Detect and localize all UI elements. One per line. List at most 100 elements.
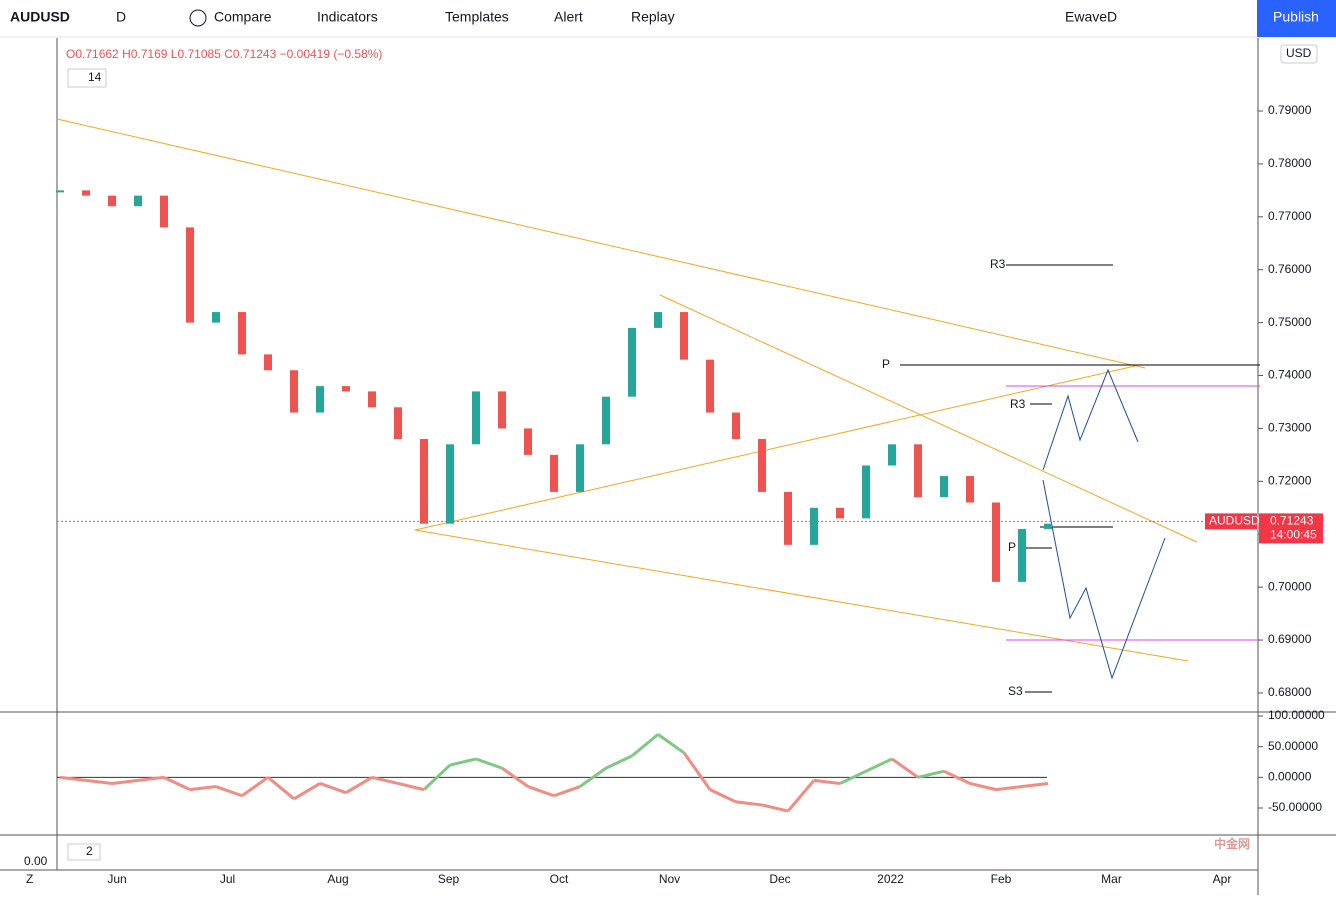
corner-zero: 0.00 — [24, 854, 48, 868]
layout-name[interactable]: EwaveD — [1065, 9, 1117, 25]
candle — [732, 412, 740, 440]
corner-z[interactable]: Z — [26, 872, 33, 886]
candle — [394, 407, 402, 440]
publish[interactable]: Publish — [1273, 9, 1319, 25]
candle — [888, 444, 896, 466]
candle — [56, 190, 64, 193]
oscillator-segment — [657, 733, 685, 755]
study-input-box[interactable] — [67, 68, 107, 88]
candle — [472, 391, 480, 445]
candle — [212, 312, 220, 323]
oscillator-segment — [709, 788, 737, 804]
oscillator-segment — [865, 757, 893, 773]
candle — [758, 439, 766, 492]
symbol[interactable]: AUDUSD — [10, 9, 70, 25]
oscillator-segment — [163, 775, 191, 791]
price-tag-price: 0.71243 — [1270, 514, 1314, 528]
y-tick-label: 0.70000 — [1268, 579, 1312, 593]
indicators[interactable]: Indicators — [317, 9, 378, 25]
y-tick-label: -50.00000 — [1268, 800, 1322, 814]
price-tag-countdown: 14:00:45 — [1270, 528, 1317, 542]
oscillator-segment — [371, 775, 399, 785]
compare[interactable]: Compare — [214, 9, 272, 25]
x-tick-label: Oct — [550, 872, 569, 886]
drawings: R3 P R3 P S3 — [56, 118, 1260, 698]
x-tick-label: Nov — [659, 872, 680, 886]
x-tick-label: 2022 — [877, 872, 904, 886]
oscillator-segment — [59, 775, 87, 782]
oscillator-segment — [761, 803, 789, 813]
candle — [446, 444, 454, 524]
oscillator-segment — [319, 782, 347, 795]
study2-input-box[interactable] — [67, 843, 101, 861]
oscillator-segment — [85, 778, 113, 785]
candle — [134, 195, 142, 207]
pivot-label: R3 — [990, 257, 1006, 271]
ohlc: O0.71662 H0.7169 L0.71085 C0.71243 −0.00… — [66, 47, 382, 61]
x-tick-label: Aug — [327, 872, 348, 886]
alert[interactable]: Alert — [554, 9, 583, 25]
y-tick-label: 0.77000 — [1268, 209, 1312, 223]
oscillator-segment — [735, 800, 763, 807]
candle — [186, 227, 194, 323]
candle — [784, 491, 792, 545]
candle — [706, 359, 714, 413]
candle — [108, 195, 116, 207]
y-tick-label: 0.75000 — [1268, 315, 1312, 329]
oscillator-segment — [786, 779, 816, 813]
candle — [238, 312, 246, 355]
candle — [290, 370, 298, 413]
oscillator-segment — [111, 778, 139, 785]
candle — [602, 396, 610, 445]
oscillator-segment — [813, 778, 841, 785]
candle — [368, 391, 376, 408]
pivot-label: P — [882, 357, 890, 371]
replay[interactable]: Replay — [631, 9, 675, 25]
oscillator-segment — [345, 776, 373, 794]
y-tick-label: 0.76000 — [1268, 262, 1312, 276]
candle — [654, 312, 662, 328]
oscillator-segment — [422, 763, 452, 791]
pivot-label: S3 — [1008, 684, 1023, 698]
y-tick-label: 100.00000 — [1268, 708, 1325, 722]
y-tick-label: 0.73000 — [1268, 421, 1312, 435]
y-tick-label: 50.00000 — [1268, 739, 1318, 753]
candle — [160, 195, 168, 228]
y-tick-label: 0.74000 — [1268, 368, 1312, 382]
oscillator-segment — [579, 766, 607, 788]
currency-box[interactable] — [1280, 44, 1318, 64]
candle — [810, 507, 818, 545]
interval[interactable]: D — [116, 9, 126, 25]
oscillator-segment — [917, 769, 945, 779]
templates[interactable]: Templates — [445, 9, 509, 25]
publish-button[interactable] — [1257, 0, 1336, 37]
study-input[interactable]: 14 — [88, 70, 102, 84]
pivot-label: R3 — [1010, 397, 1026, 411]
candle — [628, 327, 636, 397]
candle — [680, 312, 688, 360]
x-tick-label: Jul — [220, 872, 235, 886]
candle — [82, 190, 90, 196]
oscillator-segment — [241, 776, 269, 797]
study2-input[interactable]: 2 — [86, 844, 93, 858]
x-tick-label: Sep — [438, 872, 460, 886]
candle — [498, 391, 506, 429]
oscillator-segment — [267, 776, 295, 800]
x-tick-label: Jun — [107, 872, 126, 886]
x-tick-label: Apr — [1213, 872, 1232, 886]
y-tick-label: 0.72000 — [1268, 474, 1312, 488]
oscillator-segment — [995, 785, 1023, 792]
candle — [576, 444, 584, 492]
oscillator-segment — [605, 754, 633, 770]
candle — [316, 386, 324, 413]
oscillator-segment — [475, 757, 503, 770]
x-tick-label: Dec — [769, 872, 790, 886]
oscillator-segment — [137, 775, 165, 782]
y-tick-label: 0.79000 — [1268, 103, 1312, 117]
currency[interactable]: USD — [1286, 46, 1312, 60]
candle — [550, 454, 558, 492]
candle — [1044, 523, 1052, 529]
oscillator-segment — [1021, 781, 1049, 789]
oscillator-segment — [397, 782, 425, 792]
oscillator-segment — [969, 782, 997, 792]
